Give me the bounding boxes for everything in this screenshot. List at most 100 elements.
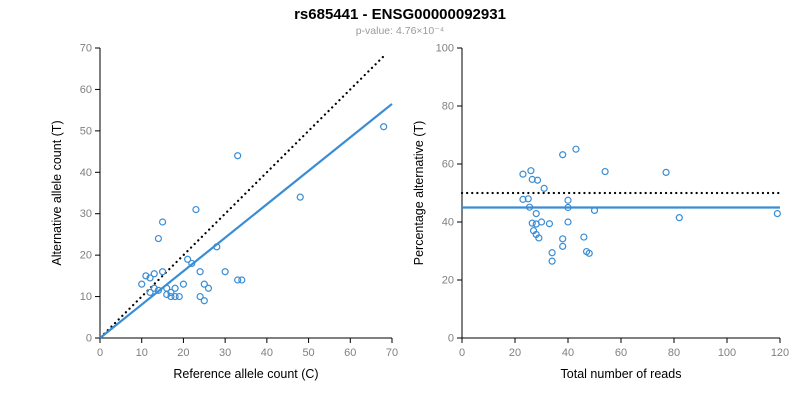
data-point — [548, 249, 556, 257]
data-point — [234, 276, 242, 284]
data-point — [171, 284, 179, 292]
y-tick-label: 50 — [80, 125, 92, 137]
data-point — [213, 243, 221, 251]
data-point — [580, 233, 588, 241]
data-point — [532, 209, 540, 218]
data-point — [380, 123, 388, 131]
y-tick-label: 60 — [80, 84, 92, 96]
y-tick-label: 20 — [442, 275, 454, 287]
regression-line — [99, 103, 393, 339]
identity-line — [103, 55, 385, 335]
y-tick-label: 30 — [80, 208, 92, 220]
data-point — [158, 218, 167, 226]
data-point — [188, 259, 196, 268]
x-tick-label: 100 — [718, 347, 736, 359]
data-point — [525, 203, 534, 211]
y-tick-label: 10 — [80, 291, 92, 303]
data-point — [519, 170, 527, 178]
chart-title: rs685441 - ENSG00000092931 — [294, 6, 506, 23]
x-tick-label: 80 — [668, 347, 680, 359]
right-scatter-plot: 0 20 40 60 80 100 120 0 20 40 60 80 100 Total number … — [410, 38, 792, 401]
y-tick-label: 0 — [448, 333, 454, 345]
x-tick-label: 30 — [219, 347, 231, 359]
data-point — [154, 286, 163, 294]
percentage-alternative-scatter-svg: 0 20 40 60 80 100 120 0 20 40 60 80 100 Total number … — [412, 43, 789, 382]
data-point — [559, 235, 567, 243]
data-point — [545, 220, 554, 228]
chart-subtitle-pvalue: p-value: 4.76×10⁻⁴ — [355, 25, 445, 37]
data-point — [296, 193, 304, 201]
x-tick-label: 0 — [459, 347, 465, 359]
data-point — [548, 257, 556, 265]
data-point — [559, 242, 567, 250]
y-tick-label: 60 — [442, 159, 454, 171]
data-point — [234, 152, 242, 160]
data-point — [773, 209, 781, 218]
data-point — [200, 280, 208, 288]
data-point — [146, 288, 154, 297]
data-point — [175, 292, 183, 301]
data-point — [540, 184, 548, 192]
x-tick-label: 0 — [97, 347, 103, 359]
data-point — [528, 175, 536, 183]
data-point — [533, 176, 542, 184]
y-tick-label: 70 — [80, 43, 92, 55]
y-tick-label: 80 — [442, 101, 454, 113]
data-point — [535, 234, 543, 242]
data-point — [167, 288, 175, 297]
x-tick-label: 40 — [261, 347, 273, 359]
data-point — [146, 274, 154, 282]
data-point — [179, 280, 188, 288]
data-point — [150, 284, 158, 292]
x-tick-label: 50 — [302, 347, 314, 359]
data-point — [585, 249, 593, 257]
data-point — [171, 292, 179, 301]
x-tick-label: 120 — [771, 347, 789, 359]
allele-count-scatter-svg: 0 10 20 30 40 50 60 70 0 10 20 30 40 50 60 70 Reference … — [50, 43, 398, 382]
y-tick-label: 40 — [442, 217, 454, 229]
data-point — [564, 196, 572, 204]
data-point — [675, 214, 683, 222]
data-point — [150, 270, 158, 278]
data-point — [564, 203, 572, 212]
x-tick-label: 60 — [344, 347, 356, 359]
data-point — [196, 292, 204, 301]
x-tick-label: 20 — [177, 347, 189, 359]
data-point — [537, 218, 546, 226]
data-point — [184, 255, 192, 263]
x-tick-label: 70 — [386, 347, 398, 359]
data-point — [559, 151, 567, 159]
y-tick-label: 100 — [436, 43, 454, 55]
data-point — [524, 195, 532, 203]
data-point — [158, 268, 167, 276]
x-tick-label: 60 — [615, 347, 627, 359]
data-point — [196, 268, 204, 276]
data-point — [221, 268, 229, 276]
data-point — [204, 284, 213, 292]
y-axis-label: Alternative allele count (T) — [50, 120, 64, 265]
x-tick-label: 10 — [136, 347, 148, 359]
left-scatter-plot: 0 10 20 30 40 50 60 70 0 10 20 30 40 50 60 70 Reference … — [48, 38, 404, 401]
data-point — [138, 280, 146, 288]
y-tick-label: 0 — [86, 333, 92, 345]
data-point — [519, 195, 527, 203]
data-point — [564, 218, 572, 226]
y-axis-label: Percentage alternative (T) — [412, 121, 426, 266]
y-tick-label: 40 — [80, 167, 92, 179]
data-point — [527, 167, 535, 175]
data-point — [192, 205, 200, 214]
data-point — [163, 290, 171, 299]
x-axis-label: Reference allele count (C) — [173, 367, 318, 381]
data-point — [167, 292, 175, 301]
data-point — [590, 206, 599, 214]
x-tick-label: 40 — [562, 347, 574, 359]
data-point — [200, 297, 208, 305]
data-point — [601, 167, 609, 176]
x-tick-label: 20 — [509, 347, 521, 359]
data-point — [662, 168, 670, 177]
x-axis-label: Total number of reads — [561, 367, 682, 381]
chart-header: rs685441 - ENSG00000092931 p-value: 4.76… — [0, 0, 800, 37]
data-point — [238, 276, 246, 284]
y-tick-label: 20 — [80, 250, 92, 262]
data-point — [154, 234, 163, 243]
